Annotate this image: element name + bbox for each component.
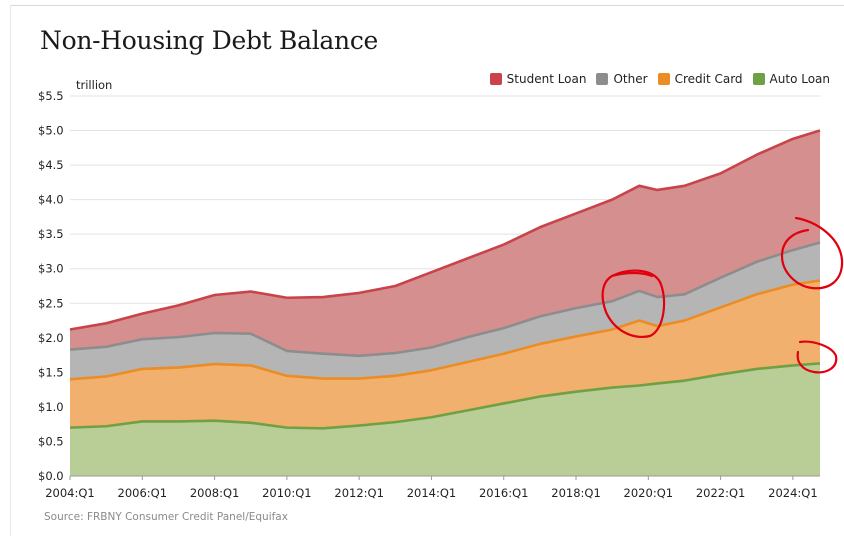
source-note: Source: FRBNY Consumer Credit Panel/Equi… bbox=[44, 511, 288, 523]
red-annotations bbox=[601, 216, 844, 374]
x-tick-label: 2022:Q1 bbox=[696, 486, 746, 500]
legend-item-auto-loan[interactable]: Auto Loan bbox=[752, 72, 830, 86]
line-student-loan bbox=[69, 129, 821, 331]
y-tick-label: $5.5 bbox=[38, 89, 64, 103]
legend-item-credit-card[interactable]: Credit Card bbox=[657, 72, 743, 86]
legend-label: Auto Loan bbox=[769, 72, 830, 86]
legend-swatch bbox=[596, 73, 609, 85]
line-credit-card bbox=[69, 279, 821, 381]
y-tick-label: $4.5 bbox=[38, 158, 64, 172]
x-tick-label: 2006:Q1 bbox=[118, 486, 168, 500]
stacked-areas bbox=[70, 130, 820, 476]
y-tick-label: $0.5 bbox=[38, 434, 64, 448]
x-tick-label: 2010:Q1 bbox=[262, 486, 312, 500]
x-tick-label: 2012:Q1 bbox=[334, 486, 384, 500]
line-auto-loan bbox=[69, 362, 821, 430]
left-border bbox=[10, 5, 11, 536]
legend-swatch bbox=[752, 73, 765, 85]
x-tick-label: 2018:Q1 bbox=[551, 486, 601, 500]
legend-label: Other bbox=[613, 72, 648, 86]
legend-label: Credit Card bbox=[674, 72, 743, 86]
legend-swatch bbox=[489, 73, 502, 85]
legend-item-other[interactable]: Other bbox=[596, 72, 648, 86]
y-tick-label: $5.0 bbox=[38, 124, 64, 138]
area-credit-card bbox=[70, 280, 820, 429]
y-axis-ticks: $0.0 $0.5 $1.0 $1.5 $2.0 $2.5 $3.0 $3.5 $4.0 $4.5… bbox=[38, 89, 64, 483]
legend-label: Student Loan bbox=[506, 72, 587, 86]
series-lines bbox=[69, 129, 821, 430]
y-tick-label: $1.5 bbox=[38, 365, 64, 379]
x-tick-label: 2020:Q1 bbox=[624, 486, 674, 500]
x-tick-label: 2004:Q1 bbox=[45, 486, 95, 500]
area-other bbox=[70, 242, 820, 380]
annotation-circle-2024-top bbox=[780, 216, 844, 290]
y-tick-label: $3.0 bbox=[38, 262, 64, 276]
line-other bbox=[69, 241, 821, 358]
y-tick-label: $2.5 bbox=[38, 296, 64, 310]
legend: Student Loan Other Credit Card Auto Loan bbox=[489, 72, 830, 86]
y-tick-label: $2.0 bbox=[38, 331, 64, 345]
y-tick-label: $0.0 bbox=[38, 469, 64, 483]
top-border bbox=[10, 5, 844, 6]
legend-item-student-loan[interactable]: Student Loan bbox=[489, 72, 587, 86]
annotation-circle-2020 bbox=[601, 269, 666, 338]
area-student-loan bbox=[70, 130, 820, 356]
annotation-arc-2024-bottom bbox=[796, 340, 838, 374]
legend-swatch bbox=[657, 73, 670, 85]
x-tick-label: 2016:Q1 bbox=[479, 486, 529, 500]
chart-title: Non-Housing Debt Balance bbox=[40, 26, 379, 55]
x-tick-label: 2024:Q1 bbox=[768, 486, 818, 500]
x-tick-label: 2014:Q1 bbox=[407, 486, 457, 500]
y-unit-label: trillion bbox=[76, 78, 112, 92]
area-auto-loan bbox=[70, 363, 820, 476]
y-tick-label: $1.0 bbox=[38, 400, 64, 414]
y-tick-label: $4.0 bbox=[38, 193, 64, 207]
x-tick-label: 2008:Q1 bbox=[190, 486, 240, 500]
x-axis-ticks: 2004:Q1 2006:Q1 2008:Q1 2010:Q1 2012:Q1 2014:… bbox=[45, 475, 820, 500]
y-tick-label: $3.5 bbox=[38, 227, 64, 241]
